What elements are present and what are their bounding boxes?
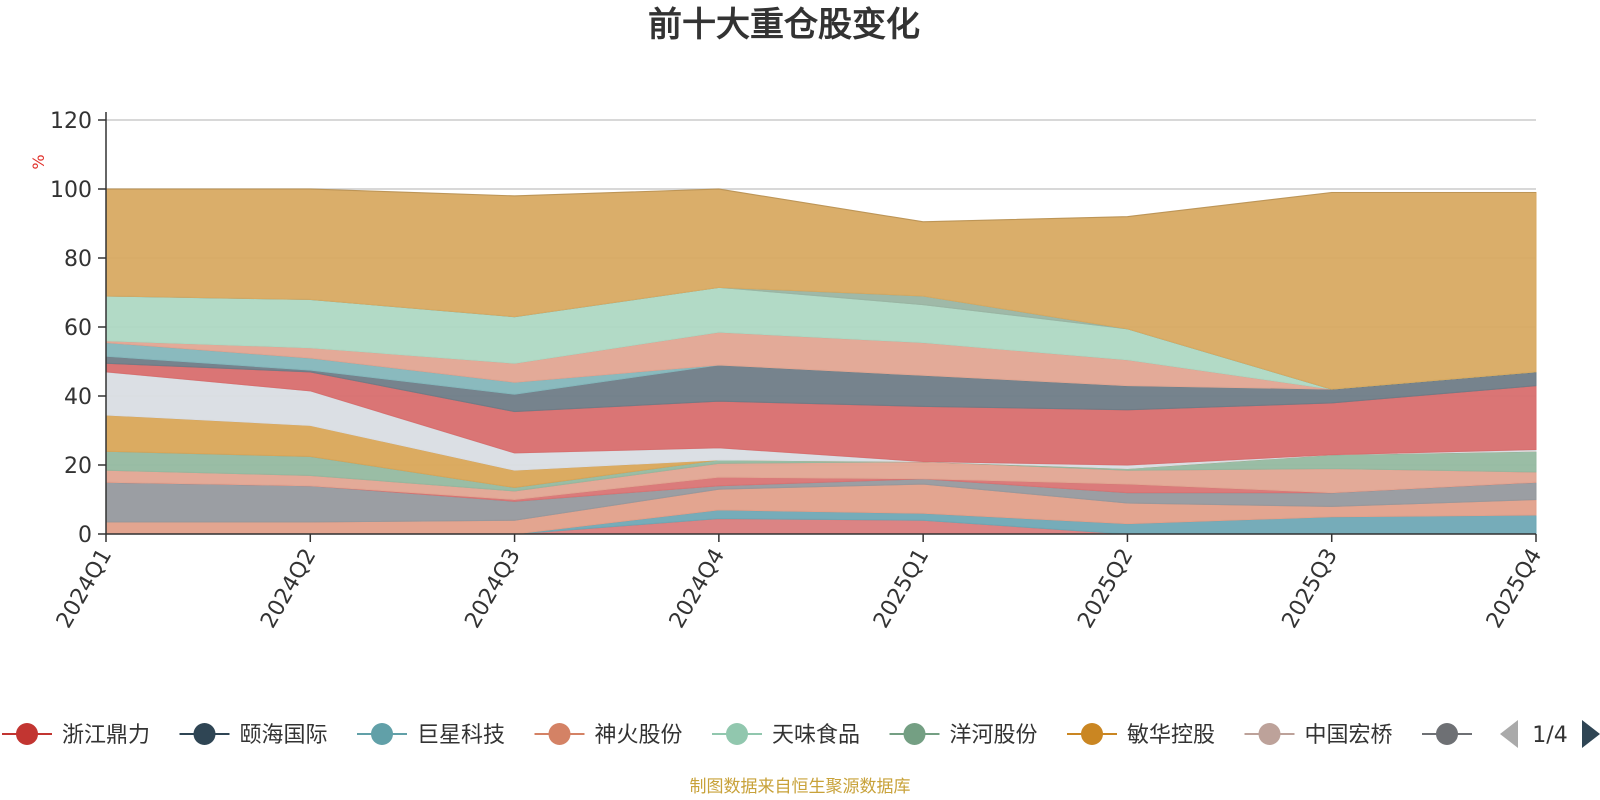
- legend-marker: [1436, 723, 1458, 745]
- legend-label: 巨星科技: [417, 723, 505, 748]
- x-tick-label: 2025Q4: [1482, 545, 1547, 633]
- x-tick-label: 2024Q4: [665, 545, 730, 633]
- x-tick-label: 2024Q2: [256, 545, 321, 633]
- legend-marker: [548, 723, 571, 745]
- legend-marker: [903, 723, 926, 745]
- y-tick-label: 60: [64, 316, 92, 341]
- legend-item[interactable]: 天味食品: [712, 723, 860, 748]
- legend-page-indicator: 1/4: [1532, 723, 1567, 748]
- x-tick-label: 2024Q1: [52, 545, 117, 633]
- y-tick-label: 120: [50, 109, 92, 134]
- data-source-note: 制图数据来自恒生聚源数据库: [690, 777, 911, 797]
- legend-prev-icon[interactable]: [1500, 720, 1518, 748]
- y-tick-label: 0: [78, 523, 92, 548]
- legend-label: 天味食品: [772, 723, 860, 748]
- legend-item[interactable]: [1422, 723, 1472, 745]
- legend-marker: [193, 723, 216, 745]
- legend-item[interactable]: 浙江鼎力: [2, 723, 150, 748]
- legend-item[interactable]: 敏华控股: [1067, 723, 1215, 748]
- legend-item[interactable]: 神火股份: [534, 723, 683, 748]
- x-tick-label: 2025Q2: [1073, 545, 1138, 633]
- area-edge-15: [106, 188, 1536, 223]
- legend-item[interactable]: 中国宏桥: [1244, 723, 1393, 748]
- x-tick-label: 2025Q3: [1278, 545, 1343, 633]
- area-layers: [105, 188, 1537, 535]
- legend-label: 神火股份: [595, 723, 683, 748]
- chart-title: 前十大重仓股变化: [648, 5, 920, 45]
- legend-next-icon[interactable]: [1582, 720, 1600, 748]
- x-tick-label: 2024Q3: [460, 545, 525, 633]
- y-tick-label: 40: [64, 385, 92, 410]
- y-axis-unit: %: [29, 154, 48, 169]
- y-tick-label: 80: [64, 247, 92, 272]
- area-layer-15: [105, 188, 1537, 390]
- legend-label: 中国宏桥: [1305, 723, 1393, 748]
- legend-label: 洋河股份: [950, 723, 1038, 748]
- y-tick-label: 20: [64, 454, 92, 479]
- y-tick-label: 100: [50, 178, 92, 203]
- legend-marker: [371, 723, 393, 745]
- legend-item[interactable]: 颐海国际: [179, 723, 328, 748]
- legend-marker: [1081, 723, 1103, 745]
- legend-label: 敏华控股: [1127, 723, 1215, 748]
- legend[interactable]: 浙江鼎力 颐海国际 巨星科技 神火股份 天味食品 洋河股份 敏华控股 中国宏桥 1/4: [2, 720, 1600, 748]
- x-tick-label: 2025Q1: [869, 545, 934, 633]
- legend-marker: [726, 723, 748, 745]
- legend-marker: [16, 723, 38, 745]
- legend-label: 颐海国际: [240, 723, 328, 748]
- legend-item[interactable]: 洋河股份: [889, 723, 1038, 748]
- legend-marker: [1258, 723, 1281, 745]
- legend-item[interactable]: 巨星科技: [357, 723, 505, 748]
- legend-label: 浙江鼎力: [62, 723, 150, 748]
